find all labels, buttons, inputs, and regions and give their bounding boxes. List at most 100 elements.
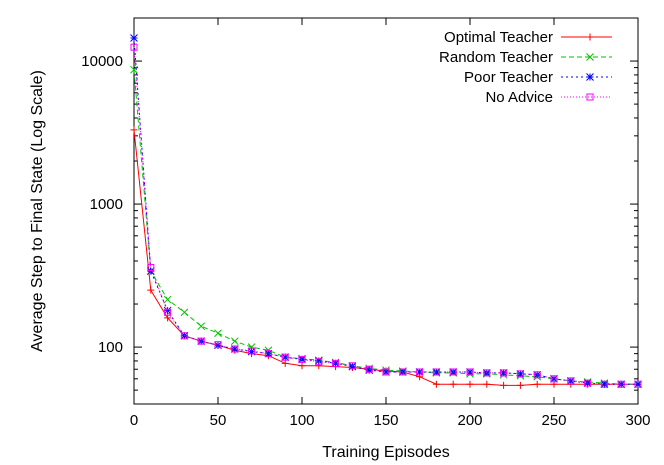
- data-point: [214, 329, 222, 338]
- data-point: [348, 362, 356, 370]
- data-point: [516, 370, 524, 378]
- data-point: [230, 345, 239, 353]
- data-point: [365, 365, 373, 373]
- data-point: [130, 43, 138, 51]
- x-tick-label: 0: [130, 412, 138, 429]
- tick-labels: 0 50 100 150 200 250 300 100 1000 10000: [81, 53, 650, 429]
- data-point: [197, 337, 205, 345]
- data-point: [500, 369, 508, 377]
- series-line: [133, 47, 638, 385]
- legend-marker: [586, 53, 594, 61]
- y-axis-label: Average Step to Final State (Log Scale): [29, 70, 46, 352]
- data-point: [248, 347, 256, 355]
- data-point: [180, 308, 189, 317]
- data-point: [533, 371, 541, 379]
- data-point: [163, 295, 172, 304]
- data-point: [147, 264, 155, 272]
- data-point: [130, 34, 138, 42]
- plot-frame: [133, 17, 639, 405]
- data-point: [281, 353, 289, 361]
- data-point: [281, 359, 289, 367]
- legend-label: No Advice: [485, 89, 553, 106]
- data-point: [214, 341, 222, 350]
- data-point: [500, 381, 508, 389]
- data-point: [146, 267, 155, 275]
- series-0: [130, 126, 642, 389]
- data-point: [634, 380, 642, 388]
- legend-label: Poor Teacher: [464, 69, 553, 86]
- data-point: [533, 380, 541, 388]
- data-point: [298, 355, 306, 363]
- data-point: [432, 380, 440, 388]
- data-point: [315, 358, 323, 366]
- data-point: [516, 381, 524, 389]
- series-3: [130, 43, 642, 388]
- x-tick-label: 150: [373, 412, 398, 429]
- data-point: [264, 349, 273, 358]
- data-point: [247, 347, 256, 356]
- legend-marker: [586, 33, 594, 41]
- data-point: [449, 380, 457, 388]
- data-point: [550, 375, 558, 383]
- data-point: [584, 379, 592, 387]
- data-point: [130, 126, 138, 134]
- data-point: [331, 359, 340, 368]
- x-tick-label: 100: [289, 412, 314, 429]
- data-point: [600, 380, 609, 389]
- data-point: [449, 368, 457, 376]
- data-point: [566, 377, 575, 385]
- legend-label: Random Teacher: [439, 49, 553, 66]
- data-point: [332, 359, 340, 367]
- data-point: [314, 357, 323, 365]
- series-1: [130, 65, 642, 389]
- x-axis-label: Training Episodes: [322, 444, 449, 461]
- data-point: [416, 368, 424, 376]
- data-point: [600, 380, 608, 388]
- y-tick-label: 1000: [90, 196, 123, 213]
- data-point: [466, 368, 474, 376]
- data-point: [432, 368, 440, 376]
- data-point: [163, 306, 172, 315]
- data-point: [499, 369, 508, 377]
- data-point: [382, 368, 390, 376]
- data-point: [197, 322, 206, 331]
- data-point: [164, 308, 172, 316]
- data-point: [415, 368, 424, 376]
- data-point: [399, 368, 407, 376]
- x-tick-label: 250: [541, 412, 566, 429]
- data-point: [550, 374, 558, 383]
- data-point: [617, 380, 625, 388]
- legend-marker: [586, 73, 594, 81]
- data-point: [365, 366, 374, 374]
- data-point: [516, 369, 525, 378]
- x-tick-label: 50: [210, 412, 227, 429]
- y-tick-label: 100: [98, 339, 123, 356]
- data-point: [567, 377, 575, 385]
- legend-label: Optimal Teacher: [444, 29, 553, 46]
- series-2: [130, 34, 642, 389]
- data-point: [382, 368, 390, 376]
- data-point: [483, 369, 491, 377]
- series-line: [133, 69, 638, 385]
- series-line: [133, 129, 638, 386]
- data-point: [466, 368, 474, 376]
- data-point: [298, 362, 306, 370]
- data-point: [230, 337, 239, 346]
- data-point: [214, 341, 222, 349]
- data-point: [281, 353, 290, 362]
- x-tick-label: 200: [457, 412, 482, 429]
- data-point: [231, 345, 239, 353]
- series-layer: [130, 34, 642, 389]
- data-point: [466, 380, 474, 388]
- data-point: [180, 332, 188, 340]
- data-point: [147, 286, 155, 294]
- legend-marker: [586, 93, 594, 101]
- data-point: [432, 368, 441, 376]
- y-tick-label: 10000: [81, 53, 123, 70]
- x-tick-label: 300: [625, 412, 650, 429]
- axis-ticks: [133, 17, 639, 405]
- legend: Optimal Teacher Random Teacher Poor Teache…: [439, 29, 612, 106]
- data-point: [483, 380, 491, 388]
- data-point: [348, 362, 357, 371]
